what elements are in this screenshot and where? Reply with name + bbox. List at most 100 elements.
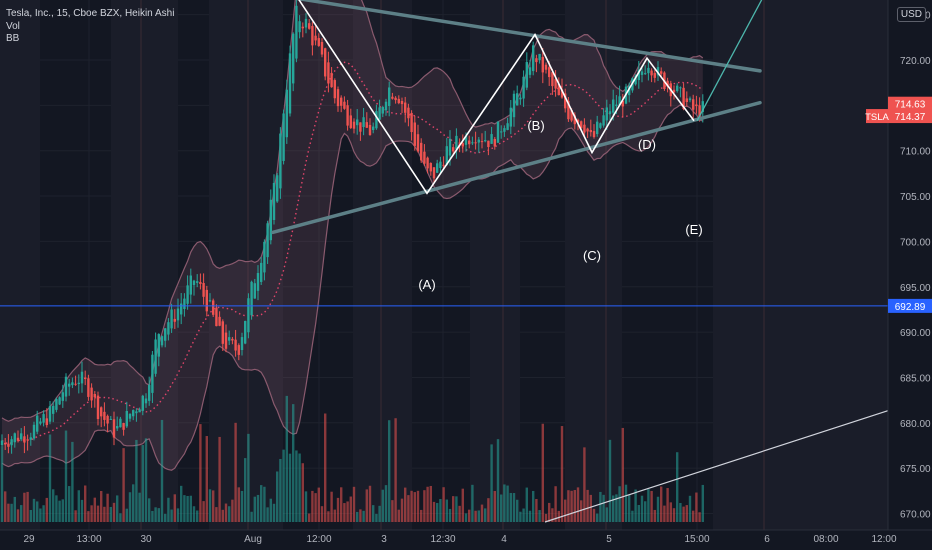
candle-body	[666, 80, 669, 86]
volume-bar	[93, 497, 96, 522]
price-label-value: 714.37	[895, 112, 926, 123]
candle-body	[602, 115, 605, 126]
volume-bar	[320, 506, 324, 522]
volume-bar	[692, 510, 695, 522]
volume-bar	[669, 502, 672, 522]
candle-body	[452, 147, 455, 152]
volume-bar	[327, 511, 330, 522]
volume-bar	[183, 495, 186, 522]
volume-bar	[80, 499, 84, 522]
candle-body	[701, 101, 704, 112]
candle-body	[439, 161, 442, 169]
candle-body	[432, 167, 436, 179]
symbol-title[interactable]: Tesla, Inc., 15, Cboe BZX, Heikin Ashi	[6, 8, 175, 19]
candle-body	[266, 223, 269, 258]
candle-body	[231, 338, 234, 341]
candle-body	[247, 298, 250, 333]
candle-body	[608, 111, 612, 114]
candle-body	[637, 69, 640, 81]
price-label-value: 692.89	[895, 302, 926, 313]
candle-body	[461, 143, 464, 147]
volume-bar	[528, 510, 532, 522]
candle-body	[340, 97, 343, 106]
candle-body	[215, 307, 218, 327]
candle-body	[580, 121, 583, 129]
volume-bar	[583, 447, 586, 522]
candle-body	[199, 282, 202, 284]
volume-indicator-label[interactable]: Vol	[6, 20, 20, 32]
volume-bar	[106, 493, 109, 522]
candle-body	[125, 411, 128, 427]
volume-bar	[39, 508, 42, 522]
candle-body	[448, 138, 452, 156]
volume-bar	[244, 458, 247, 522]
candle-body	[4, 442, 7, 445]
time-axis[interactable]: 29 13:00 30 Aug 12:00 3 12:30 4 5 15:00 6 08:00 12:0…	[0, 529, 932, 550]
volume-bar	[308, 513, 311, 522]
candle-body	[164, 328, 167, 341]
volume-bar	[23, 492, 26, 522]
time-tick-label: 12:00	[871, 534, 896, 545]
volume-bar	[442, 487, 445, 522]
candle-body	[282, 113, 285, 161]
candle-body	[42, 414, 45, 423]
candle-body	[359, 122, 362, 132]
price-tick-label: 710.00	[900, 147, 931, 158]
candle-body	[20, 433, 23, 440]
candle-body	[260, 262, 263, 282]
candle-body	[468, 140, 471, 145]
time-tick-label: 3	[381, 534, 387, 545]
volume-bar	[253, 496, 256, 522]
volume-bar	[538, 510, 541, 522]
candle-body	[480, 141, 484, 143]
candle-body	[621, 100, 624, 107]
candle-body	[308, 23, 311, 29]
volume-bar	[688, 495, 692, 522]
candle-body	[173, 318, 176, 322]
candle-body	[45, 418, 48, 426]
volume-bar	[599, 491, 602, 522]
volume-bar	[298, 453, 301, 522]
candle-body	[372, 126, 375, 131]
breakout-arrow-line	[696, 0, 763, 122]
volume-bar	[170, 509, 173, 522]
volume-bar	[317, 487, 320, 522]
candle-body	[154, 339, 157, 374]
support-trendline	[544, 407, 897, 523]
candle-body	[528, 67, 532, 75]
volume-bar	[439, 498, 442, 522]
candle-body	[397, 98, 400, 104]
pattern-drawings[interactable]: (A) (B) (C) (D) (E)	[0, 0, 897, 523]
volume-bar	[205, 436, 208, 522]
candle-body	[13, 433, 16, 443]
candle-body	[592, 131, 596, 138]
candle-body	[656, 67, 660, 76]
volume-bar	[7, 503, 10, 522]
candle-body	[484, 140, 487, 142]
candle-body	[407, 107, 410, 119]
volume-bar	[378, 505, 381, 522]
volume-bar	[541, 423, 544, 522]
bollinger-indicator-label[interactable]: BB	[6, 33, 20, 44]
candle-body	[365, 122, 368, 128]
volume-bar	[276, 471, 279, 522]
candle-body	[135, 411, 138, 414]
candle-body	[202, 283, 205, 297]
volume-bar	[266, 507, 269, 522]
time-tick-label: 30	[140, 534, 152, 545]
candle-body	[96, 395, 100, 420]
candle-body	[23, 436, 26, 443]
volume-bar	[304, 491, 308, 522]
volume-bar	[141, 445, 144, 522]
time-tick-label: 4	[501, 534, 507, 545]
volume-bar	[221, 509, 224, 522]
price-axis[interactable]: 670.00 675.00 680.00 685.00 690.00 695.00 700.…	[865, 0, 932, 550]
volume-bar	[13, 496, 16, 522]
candle-body	[327, 62, 330, 84]
volume-bar	[336, 497, 340, 522]
currency-button[interactable]: USD	[896, 7, 926, 22]
time-tick-label: 5	[606, 534, 612, 545]
volume-bar	[480, 504, 484, 522]
volume-bar	[612, 495, 615, 522]
